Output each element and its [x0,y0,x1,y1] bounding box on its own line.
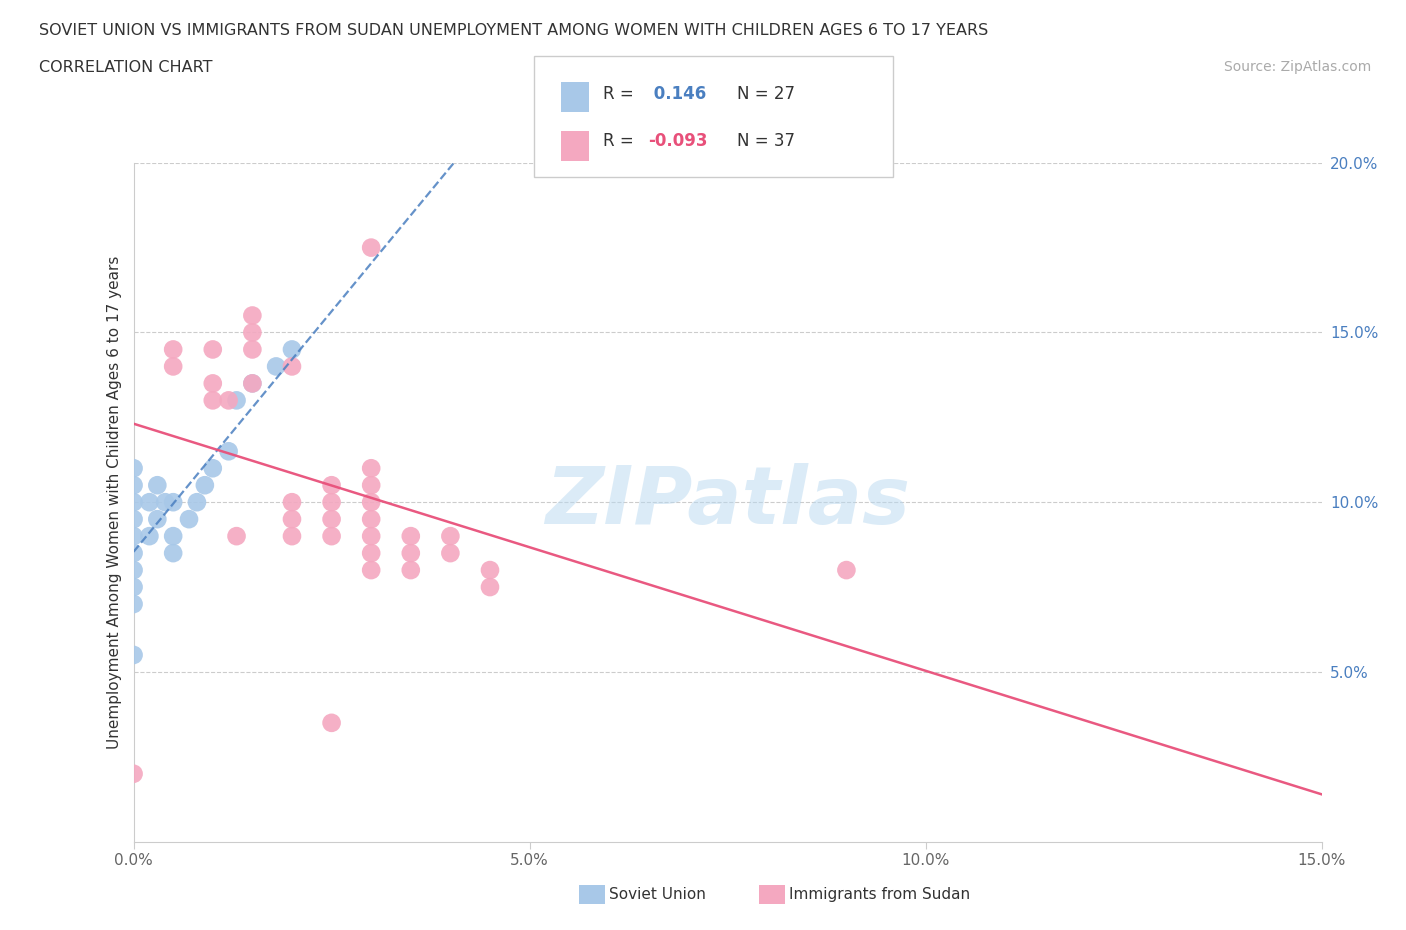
Point [225,528,247,543]
Point [194,478,217,493]
Text: R =: R = [603,85,634,103]
Point [122,647,145,662]
Text: 0.146: 0.146 [648,85,706,103]
Point [321,528,343,543]
Text: N = 37: N = 37 [737,132,794,150]
Point [138,495,160,510]
Point [360,478,382,493]
Text: N = 27: N = 27 [737,85,794,103]
Point [122,512,145,526]
Point [478,579,502,594]
Point [201,393,224,408]
Point [122,461,145,476]
Point [242,326,264,340]
Point [321,478,343,493]
Point [162,495,184,510]
Point [281,342,304,357]
Point [399,528,422,543]
Point [242,376,264,391]
Text: ZIPatlas: ZIPatlas [546,463,910,541]
Text: Immigrants from Sudan: Immigrants from Sudan [789,887,970,902]
Point [439,546,461,561]
Point [218,444,240,458]
Text: Source: ZipAtlas.com: Source: ZipAtlas.com [1223,60,1371,74]
Point [201,461,224,476]
Point [177,512,200,526]
Point [122,766,145,781]
Point [264,359,287,374]
Point [162,546,184,561]
Point [146,478,169,493]
Point [122,546,145,561]
Point [360,512,382,526]
Point [186,495,208,510]
Point [162,342,184,357]
Point [360,461,382,476]
Point [281,495,304,510]
Point [321,512,343,526]
Point [146,512,169,526]
Point [218,393,240,408]
Text: SOVIET UNION VS IMMIGRANTS FROM SUDAN UNEMPLOYMENT AMONG WOMEN WITH CHILDREN AGE: SOVIET UNION VS IMMIGRANTS FROM SUDAN UN… [39,23,988,38]
Point [122,563,145,578]
Text: -0.093: -0.093 [648,132,707,150]
Point [122,495,145,510]
Y-axis label: Unemployment Among Women with Children Ages 6 to 17 years: Unemployment Among Women with Children A… [107,256,122,749]
Point [281,359,304,374]
Point [439,528,461,543]
Point [122,528,145,543]
Point [122,579,145,594]
Point [201,342,224,357]
Point [162,359,184,374]
Point [399,563,422,578]
Point [242,376,264,391]
Point [242,342,264,357]
Text: R =: R = [603,132,634,150]
Point [321,495,343,510]
Point [321,715,343,730]
Point [122,597,145,612]
Point [138,528,160,543]
Point [155,495,177,510]
Point [360,240,382,255]
Point [399,546,422,561]
Text: CORRELATION CHART: CORRELATION CHART [39,60,212,75]
Point [122,478,145,493]
Point [360,546,382,561]
Point [242,308,264,323]
Point [162,528,184,543]
Point [225,393,247,408]
Point [360,528,382,543]
Point [478,563,502,578]
Point [201,376,224,391]
Point [360,495,382,510]
Point [835,563,858,578]
Point [360,563,382,578]
Text: Soviet Union: Soviet Union [609,887,706,902]
Point [281,528,304,543]
Point [281,512,304,526]
